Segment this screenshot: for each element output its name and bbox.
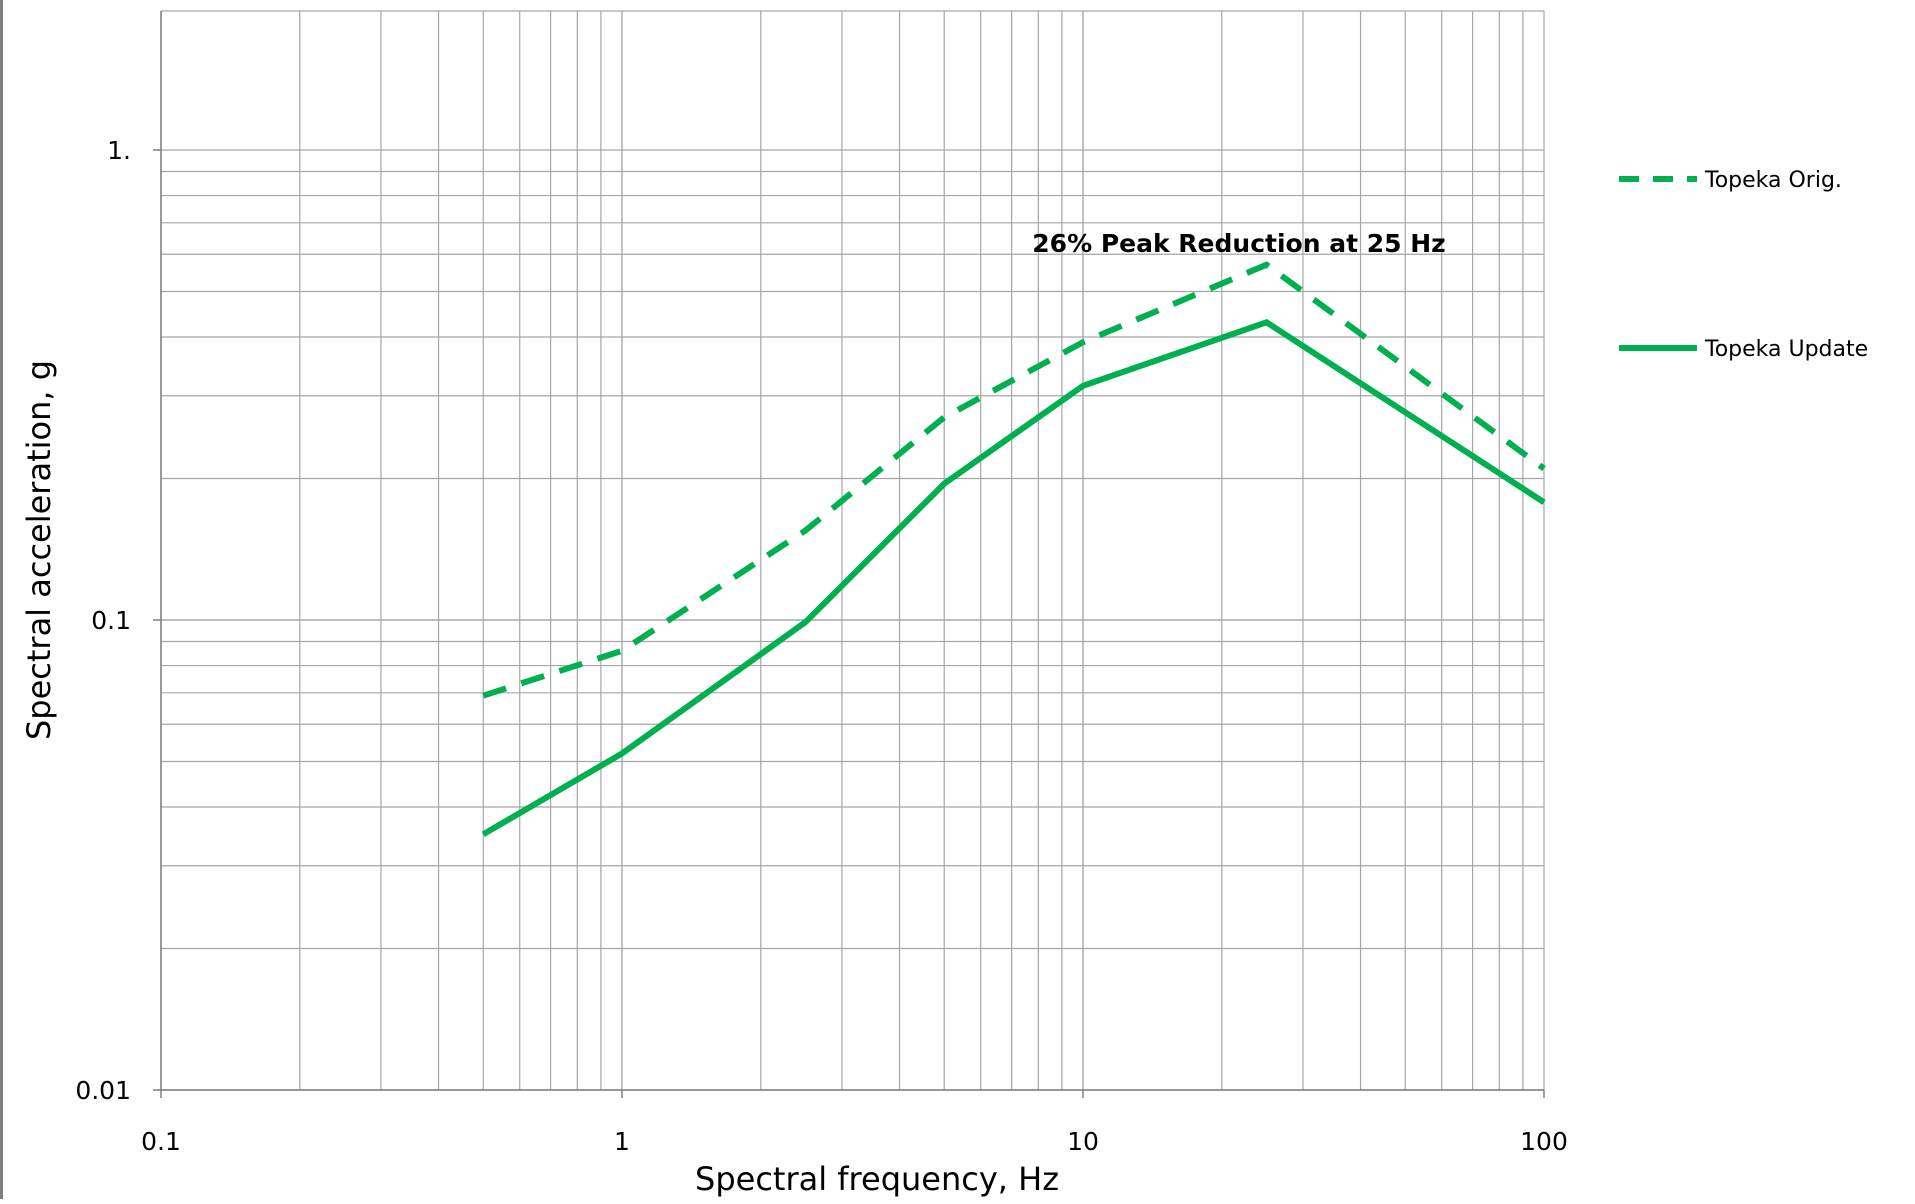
- legend-label: Topeka Update: [1704, 337, 1868, 362]
- left-border: [0, 0, 3, 1199]
- y-tick-label: 0.01: [75, 1076, 131, 1105]
- text-layer: Spectral frequency, Hz Spectral accelerat…: [20, 229, 1446, 1198]
- legend: Topeka Orig. Topeka Update: [1619, 168, 1868, 362]
- x-tick-label: 100: [1520, 1127, 1568, 1156]
- series-layer: [481, 261, 1546, 837]
- x-tick-label: 0.1: [141, 1127, 181, 1156]
- peak-annotation: 26% Peak Reduction at 25 Hz: [1032, 229, 1445, 258]
- y-tick-label: 1.: [107, 136, 131, 165]
- x-tick-label: 10: [1067, 1127, 1099, 1156]
- x-tick-label: 1: [614, 1127, 630, 1156]
- y-axis-title: Spectral acceleration, g: [20, 360, 58, 740]
- legend-label: Topeka Orig.: [1704, 168, 1842, 193]
- series-line: [482, 261, 1546, 699]
- axis-layer: 0.1 1 10 100 0.01 0.1 1.: [75, 11, 1568, 1156]
- grid-layer: [160, 10, 1545, 1091]
- x-axis-title: Spectral frequency, Hz: [695, 1160, 1059, 1198]
- series-line: [481, 318, 1546, 837]
- y-tick-label: 0.1: [91, 606, 131, 635]
